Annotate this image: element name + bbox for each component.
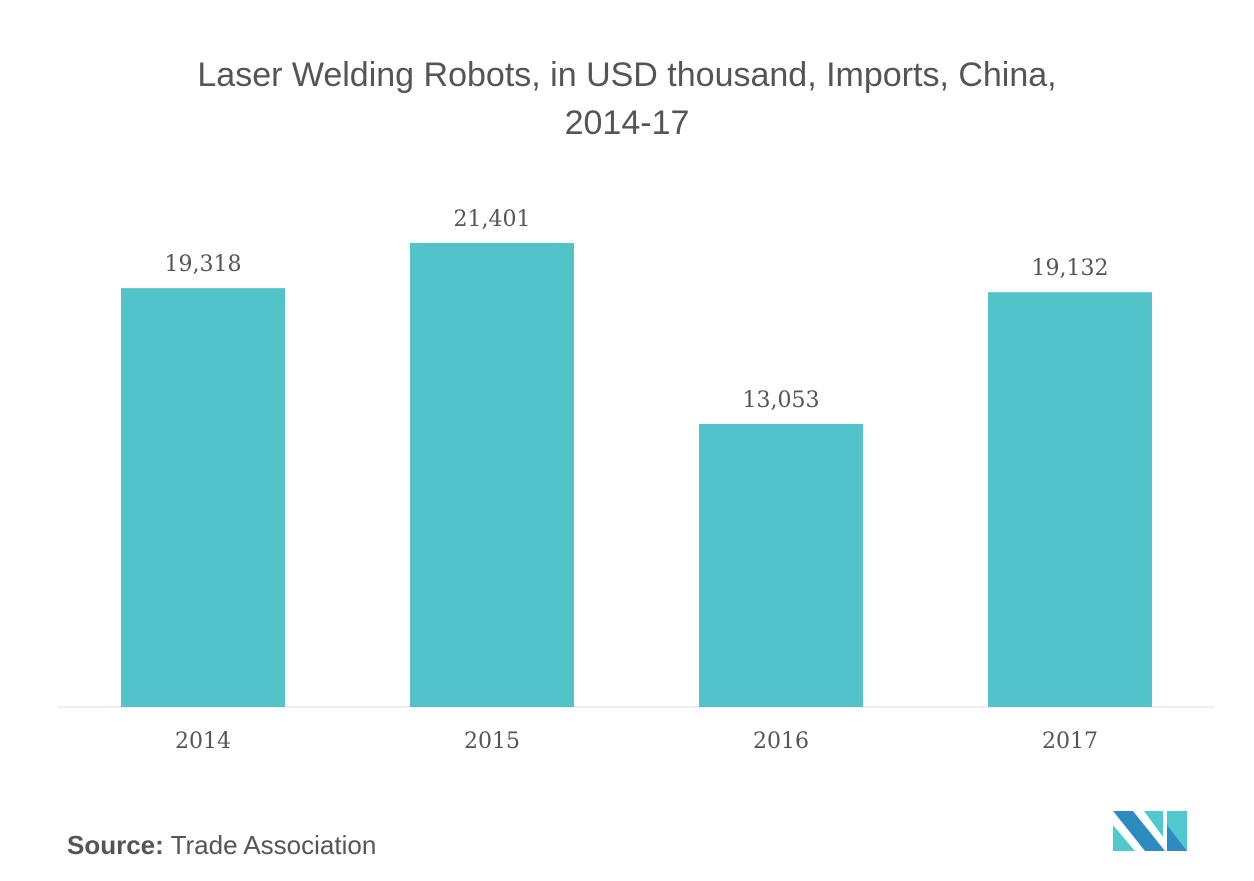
bar-2017 (988, 292, 1152, 707)
source-note: Source: Trade Association (67, 830, 376, 861)
source-label: Source: (67, 830, 164, 860)
x-tick-label: 2014 (175, 729, 231, 754)
x-tick-label: 2015 (464, 729, 520, 754)
x-tick-label: 2016 (753, 729, 809, 754)
source-text: Trade Association (170, 830, 377, 860)
mordor-logo-icon (1113, 811, 1187, 851)
data-label: 19,132 (1032, 256, 1109, 281)
data-label: 21,401 (454, 207, 531, 232)
bar-2015 (410, 243, 574, 707)
bar-2016 (699, 423, 863, 707)
chart-title-line1: Laser Welding Robots, in USD thousand, I… (197, 56, 1057, 94)
data-label: 13,053 (743, 388, 820, 413)
data-label: 19,318 (165, 252, 242, 277)
chart-title-line2: 2014-17 (564, 104, 690, 142)
x-tick-label: 2017 (1042, 729, 1098, 754)
bar-2014 (121, 288, 285, 707)
bar-chart: 19,318 2014 21,401 2015 13,053 2016 19,132 2017 (58, 207, 1214, 754)
